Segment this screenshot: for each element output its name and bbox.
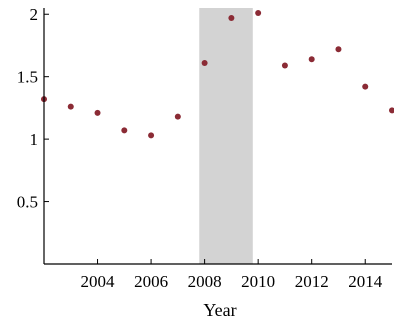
x-tick-label: 2014 — [348, 272, 383, 291]
x-tick-label: 2010 — [241, 272, 275, 291]
data-point — [308, 56, 315, 63]
x-tick-label: 2012 — [295, 272, 329, 291]
data-point — [201, 59, 208, 66]
data-point — [389, 107, 394, 114]
y-tick-label: 2 — [30, 5, 39, 24]
x-axis-title: Year — [203, 300, 236, 320]
data-point — [228, 14, 235, 21]
x-tick-label: 2008 — [188, 272, 222, 291]
data-point — [67, 103, 74, 110]
shaded-region — [199, 8, 253, 264]
x-tick-label: 2006 — [134, 272, 168, 291]
x-tick-label: 2004 — [81, 272, 116, 291]
data-point — [148, 132, 155, 139]
data-point — [121, 127, 128, 134]
data-point — [94, 109, 101, 116]
y-tick-label: 1 — [30, 130, 39, 149]
data-point — [335, 46, 342, 53]
data-point — [362, 83, 369, 90]
y-tick-label: 0.5 — [17, 193, 38, 212]
data-point — [174, 113, 181, 120]
y-tick-label: 1.5 — [17, 68, 38, 87]
data-point — [255, 9, 262, 16]
data-point — [281, 62, 288, 69]
